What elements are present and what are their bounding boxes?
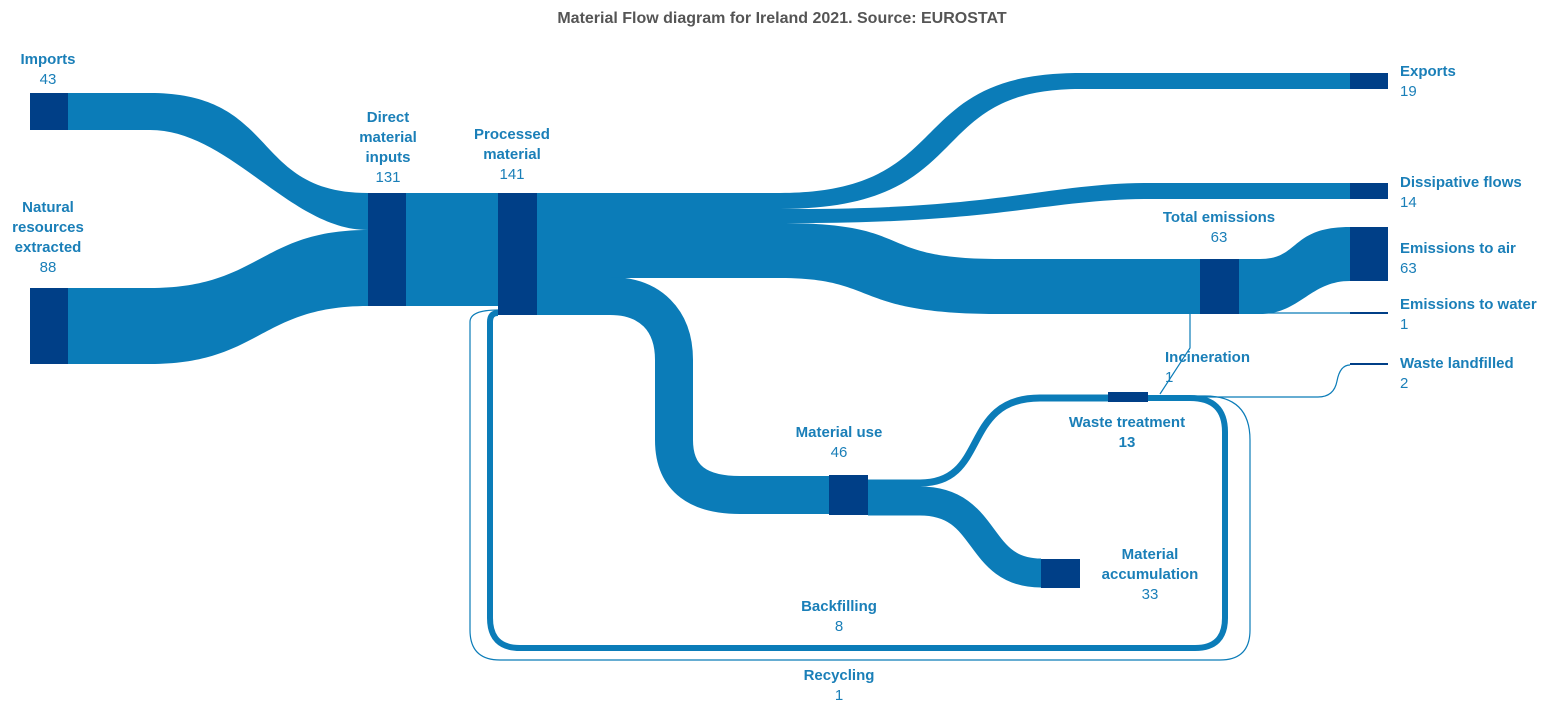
node-label: Incineration 1 <box>1165 348 1250 388</box>
node <box>1041 559 1080 588</box>
node-label: Direct material inputs 131 <box>343 108 433 188</box>
flow <box>537 73 1350 209</box>
node-label: Backfilling 8 <box>739 597 939 637</box>
value: 63 <box>1400 260 1417 277</box>
links <box>469 277 1351 661</box>
value: 43 <box>39 71 57 88</box>
value: 131 <box>375 169 401 186</box>
label: Imports <box>20 51 76 68</box>
node-label: Material accumulation 33 <box>1085 545 1215 605</box>
value: 8 <box>834 618 844 635</box>
flow <box>537 183 1350 223</box>
flows <box>68 73 1350 364</box>
value: 88 <box>39 259 57 276</box>
label: Material accumulation <box>1101 546 1199 583</box>
node <box>1350 312 1388 314</box>
label: Emissions to water <box>1400 296 1537 313</box>
flow <box>537 277 829 514</box>
value: 1 <box>1165 369 1174 386</box>
flow <box>868 486 1042 588</box>
node <box>1350 73 1388 89</box>
label: Backfilling <box>801 598 877 615</box>
value: 1 <box>834 687 844 704</box>
label: Direct material inputs <box>359 109 417 166</box>
title: Material Flow diagram for Ireland 2021. … <box>557 10 1007 27</box>
value: 141 <box>499 166 525 183</box>
flow <box>487 310 1228 651</box>
node <box>829 475 868 515</box>
flow <box>1239 227 1350 314</box>
value: 2 <box>1400 375 1409 392</box>
node <box>30 93 68 130</box>
label: Processed material <box>474 126 550 163</box>
node <box>1350 363 1388 365</box>
flow <box>868 394 1108 487</box>
node-label: Waste landfilled 2 <box>1400 354 1514 394</box>
label: Emissions to air <box>1400 240 1516 257</box>
node-label: Natural resources extracted 88 <box>0 198 96 278</box>
node-label: Exports 19 <box>1400 62 1456 102</box>
value: 63 <box>1210 229 1228 246</box>
label: Total emissions <box>1162 209 1276 226</box>
node <box>30 288 68 364</box>
flow <box>1160 364 1351 398</box>
node <box>368 193 406 306</box>
node <box>1108 392 1148 402</box>
node-label: Imports 43 <box>0 50 96 90</box>
node <box>1200 259 1239 314</box>
label: Dissipative flows <box>1400 174 1522 191</box>
node-label: Processed material 141 <box>462 125 562 185</box>
flow <box>1159 314 1191 395</box>
label: Exports <box>1400 63 1456 80</box>
flow <box>537 223 1200 314</box>
value: 1 <box>1400 316 1409 333</box>
value: 14 <box>1400 194 1417 211</box>
value: 19 <box>1400 83 1417 100</box>
flow <box>469 309 1251 661</box>
node-label: Dissipative flows 14 <box>1400 173 1522 213</box>
label: Waste treatment <box>1068 414 1186 431</box>
node <box>498 193 537 315</box>
value: 46 <box>830 444 848 461</box>
node-label: Material use 46 <box>739 423 939 463</box>
node <box>1350 183 1388 199</box>
label: Recycling <box>803 667 875 684</box>
node-label: Recycling 1 <box>739 666 939 706</box>
node-label: Waste treatment 13 <box>1027 413 1227 453</box>
label: Natural resources extracted <box>12 199 84 256</box>
node <box>1350 227 1388 281</box>
node-label: Total emissions 63 <box>1119 208 1319 248</box>
value: 33 <box>1141 586 1159 603</box>
node-label: Emissions to air 63 <box>1400 239 1516 279</box>
value: 13 <box>1118 434 1136 451</box>
label: Material use <box>795 424 883 441</box>
label: Incineration <box>1165 349 1251 366</box>
label: Waste landfilled <box>1400 355 1514 372</box>
node-label: Emissions to water 1 <box>1400 295 1537 335</box>
flow <box>406 193 498 306</box>
flow <box>68 230 368 364</box>
flow <box>68 93 368 230</box>
nodes <box>30 73 1388 588</box>
